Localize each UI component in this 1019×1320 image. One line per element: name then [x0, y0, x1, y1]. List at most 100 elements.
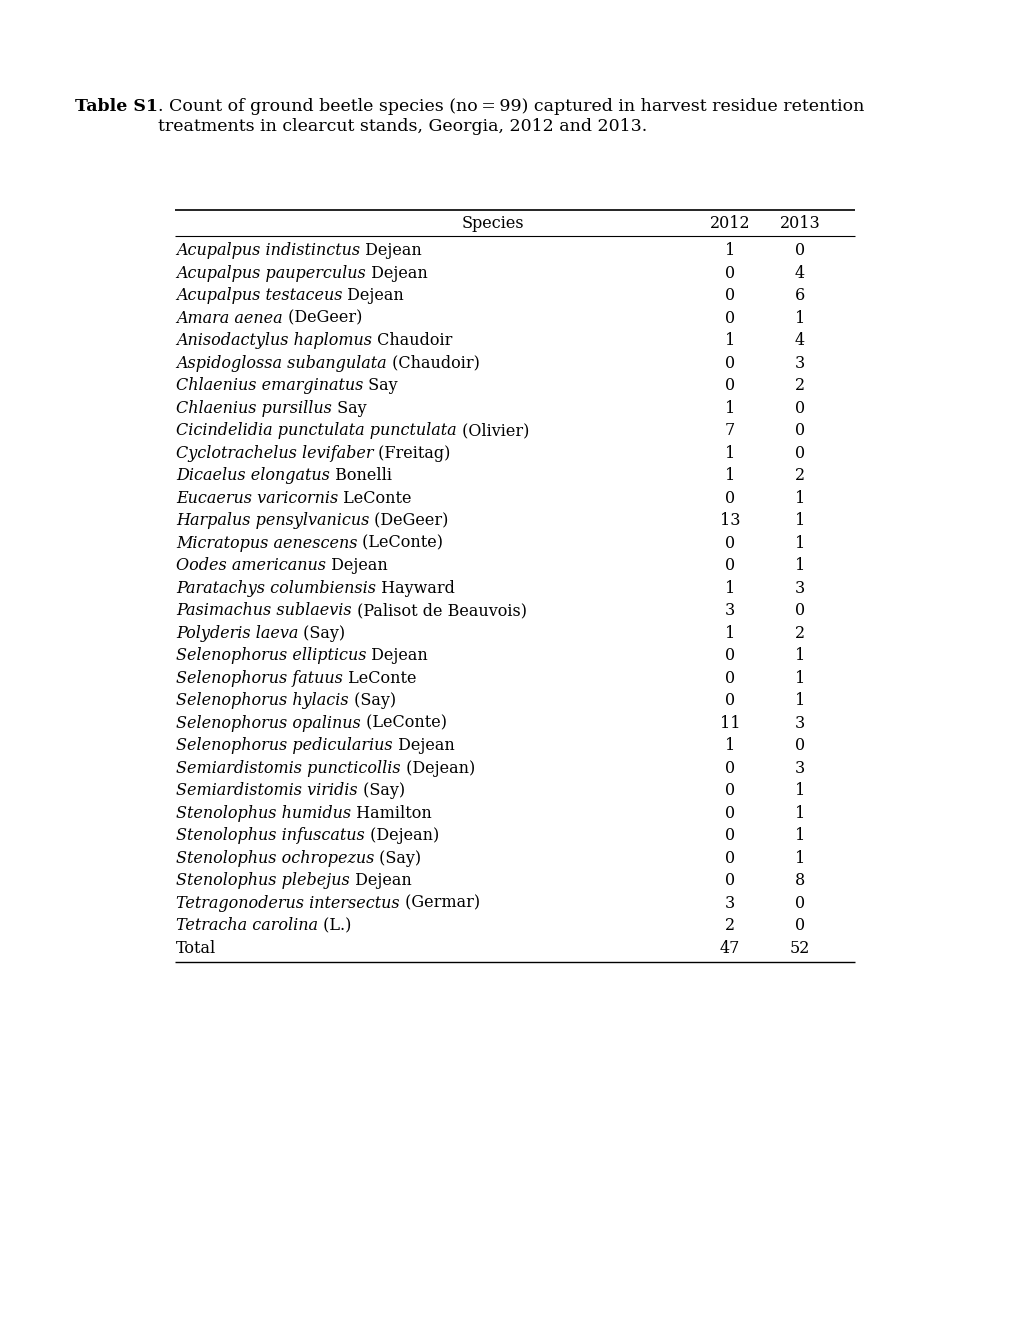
- Text: 0: 0: [794, 242, 804, 259]
- Text: (Dejean): (Dejean): [365, 828, 438, 843]
- Text: (LeConte): (LeConte): [361, 714, 446, 731]
- Text: Tetracha carolina: Tetracha carolina: [176, 917, 318, 935]
- Text: 4: 4: [794, 264, 804, 281]
- Text: 1: 1: [794, 850, 804, 867]
- Text: Chlaenius pursillus: Chlaenius pursillus: [176, 400, 331, 417]
- Text: Paratachys columbiensis: Paratachys columbiensis: [176, 579, 376, 597]
- Text: Stenolophus ochropezus: Stenolophus ochropezus: [176, 850, 374, 867]
- Text: Selenophorus ellipticus: Selenophorus ellipticus: [176, 647, 366, 664]
- Text: 6: 6: [794, 288, 804, 304]
- Text: 1: 1: [794, 647, 804, 664]
- Text: 1: 1: [794, 512, 804, 529]
- Text: (Olivier): (Olivier): [457, 422, 529, 440]
- Text: 1: 1: [794, 310, 804, 326]
- Text: Hamilton: Hamilton: [351, 805, 431, 821]
- Text: Selenophorus fatuus: Selenophorus fatuus: [176, 669, 342, 686]
- Text: 4: 4: [794, 333, 804, 348]
- Text: 2: 2: [794, 467, 804, 484]
- Text: 8: 8: [794, 873, 804, 890]
- Text: 0: 0: [725, 873, 735, 890]
- Text: 0: 0: [725, 669, 735, 686]
- Text: 3: 3: [794, 579, 804, 597]
- Text: Selenophorus hylacis: Selenophorus hylacis: [176, 692, 348, 709]
- Text: Acupalpus pauperculus: Acupalpus pauperculus: [176, 264, 366, 281]
- Text: 1: 1: [725, 400, 735, 417]
- Text: 0: 0: [725, 557, 735, 574]
- Text: 0: 0: [794, 895, 804, 912]
- Text: 3: 3: [794, 355, 804, 372]
- Text: 2: 2: [794, 378, 804, 395]
- Text: Selenophorus opalinus: Selenophorus opalinus: [176, 714, 361, 731]
- Text: Cicindelidia punctulata punctulata: Cicindelidia punctulata punctulata: [176, 422, 457, 440]
- Text: Dejean: Dejean: [360, 242, 422, 259]
- Text: Amara aenea: Amara aenea: [176, 310, 282, 326]
- Text: (Dejean): (Dejean): [400, 759, 475, 776]
- Text: Dejean: Dejean: [366, 647, 428, 664]
- Text: Tetragonoderus intersectus: Tetragonoderus intersectus: [176, 895, 399, 912]
- Text: Eucaerus varicornis: Eucaerus varicornis: [176, 490, 338, 507]
- Text: 3: 3: [794, 759, 804, 776]
- Text: 2012: 2012: [709, 214, 750, 231]
- Text: 3: 3: [725, 895, 735, 912]
- Text: 0: 0: [725, 692, 735, 709]
- Text: 1: 1: [725, 624, 735, 642]
- Text: 0: 0: [794, 737, 804, 754]
- Text: (Say): (Say): [374, 850, 421, 867]
- Text: 3: 3: [794, 714, 804, 731]
- Text: Acupalpus indistinctus: Acupalpus indistinctus: [176, 242, 360, 259]
- Text: 3: 3: [725, 602, 735, 619]
- Text: 1: 1: [725, 737, 735, 754]
- Text: Dejean: Dejean: [392, 737, 453, 754]
- Text: (Say): (Say): [299, 624, 345, 642]
- Text: Dejean: Dejean: [350, 873, 411, 890]
- Text: 1: 1: [794, 783, 804, 799]
- Text: Micratopus aenescens: Micratopus aenescens: [176, 535, 357, 552]
- Text: 0: 0: [794, 602, 804, 619]
- Text: Anisodactylus haplomus: Anisodactylus haplomus: [176, 333, 372, 348]
- Text: LeConte: LeConte: [342, 669, 416, 686]
- Text: (Freitag): (Freitag): [373, 445, 450, 462]
- Text: 1: 1: [725, 445, 735, 462]
- Text: Dejean: Dejean: [366, 264, 427, 281]
- Text: (Say): (Say): [358, 783, 405, 799]
- Text: (Say): (Say): [348, 692, 395, 709]
- Text: Acupalpus testaceus: Acupalpus testaceus: [176, 288, 342, 304]
- Text: 1: 1: [794, 557, 804, 574]
- Text: 11: 11: [719, 714, 740, 731]
- Text: 1: 1: [725, 333, 735, 348]
- Text: 0: 0: [794, 400, 804, 417]
- Text: 0: 0: [725, 647, 735, 664]
- Text: 0: 0: [794, 445, 804, 462]
- Text: 52: 52: [789, 940, 809, 957]
- Text: 2013: 2013: [779, 214, 819, 231]
- Text: (DeGeer): (DeGeer): [369, 512, 448, 529]
- Text: (L.): (L.): [318, 917, 351, 935]
- Text: (LeConte): (LeConte): [357, 535, 443, 552]
- Text: 1: 1: [725, 242, 735, 259]
- Text: LeConte: LeConte: [338, 490, 412, 507]
- Text: 0: 0: [725, 264, 735, 281]
- Text: 1: 1: [794, 692, 804, 709]
- Text: Oodes americanus: Oodes americanus: [176, 557, 326, 574]
- Text: 1: 1: [794, 669, 804, 686]
- Text: 1: 1: [794, 828, 804, 843]
- Text: (DeGeer): (DeGeer): [282, 310, 362, 326]
- Text: 0: 0: [725, 355, 735, 372]
- Text: Hayward: Hayward: [376, 579, 454, 597]
- Text: 7: 7: [725, 422, 735, 440]
- Text: 0: 0: [725, 783, 735, 799]
- Text: 13: 13: [719, 512, 740, 529]
- Text: Say: Say: [331, 400, 366, 417]
- Text: 0: 0: [725, 759, 735, 776]
- Text: Semiardistomis puncticollis: Semiardistomis puncticollis: [176, 759, 400, 776]
- Text: Total: Total: [176, 940, 216, 957]
- Text: Harpalus pensylvanicus: Harpalus pensylvanicus: [176, 512, 369, 529]
- Text: Table S1: Table S1: [75, 98, 158, 115]
- Text: 0: 0: [725, 490, 735, 507]
- Text: Say: Say: [363, 378, 397, 395]
- Text: Semiardistomis viridis: Semiardistomis viridis: [176, 783, 358, 799]
- Text: 0: 0: [725, 535, 735, 552]
- Text: 1: 1: [794, 490, 804, 507]
- Text: 0: 0: [794, 917, 804, 935]
- Text: Stenolophus infuscatus: Stenolophus infuscatus: [176, 828, 365, 843]
